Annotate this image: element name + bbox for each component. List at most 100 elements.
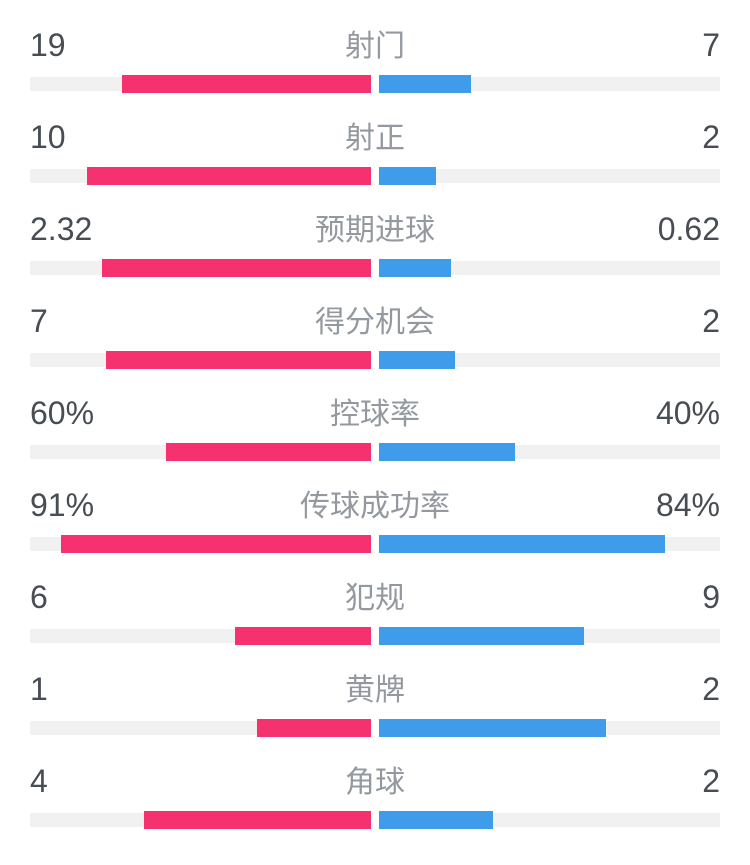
away-value: 84%	[655, 487, 720, 523]
home-value: 6	[30, 579, 48, 615]
away-bar-fill	[379, 351, 455, 369]
home-bar-fill	[105, 351, 371, 369]
home-value: 91%	[30, 487, 95, 523]
center-gap	[371, 261, 379, 275]
home-bar-track	[30, 811, 371, 829]
away-bar-fill	[379, 719, 607, 737]
center-gap	[371, 537, 379, 551]
stat-bar-track	[30, 167, 720, 185]
stat-bar-track	[30, 351, 720, 369]
stat-label: 黄牌	[345, 674, 405, 707]
stat-bar-track	[30, 535, 720, 553]
home-bar-track	[30, 443, 371, 461]
center-gap	[371, 169, 379, 183]
stat-row: 60% 控球率 40%	[30, 380, 720, 472]
home-value: 10	[30, 119, 66, 155]
center-gap	[371, 629, 379, 643]
away-value: 2	[702, 671, 720, 707]
away-bar-track	[379, 811, 720, 829]
away-value: 2	[702, 763, 720, 799]
away-bar-fill	[379, 627, 584, 645]
away-value: 2	[702, 303, 720, 339]
home-bar-track	[30, 719, 371, 737]
stat-label: 传球成功率	[300, 490, 450, 523]
stat-row-labels: 1 黄牌 2	[30, 656, 720, 708]
away-value: 7	[702, 27, 720, 63]
stat-row: 19 射门 7	[30, 12, 720, 104]
away-bar-track	[379, 167, 720, 185]
away-value: 2	[702, 119, 720, 155]
away-bar-track	[379, 719, 720, 737]
stat-row-labels: 2.32 预期进球 0.62	[30, 196, 720, 248]
stat-row-labels: 6 犯规 9	[30, 564, 720, 616]
home-bar-track	[30, 627, 371, 645]
match-stats-panel: 19 射门 7 10 射正 2	[30, 12, 720, 840]
home-bar-fill	[234, 627, 371, 645]
center-gap	[371, 77, 379, 91]
away-bar-fill	[379, 535, 666, 553]
away-bar-fill	[379, 75, 471, 93]
home-bar-fill	[86, 167, 371, 185]
home-value: 60%	[30, 395, 95, 431]
stat-row: 2.32 预期进球 0.62	[30, 196, 720, 288]
center-gap	[371, 813, 379, 827]
home-bar-track	[30, 167, 371, 185]
center-gap	[371, 445, 379, 459]
away-bar-fill	[379, 259, 451, 277]
stat-row-labels: 19 射门 7	[30, 12, 720, 64]
away-value: 9	[702, 579, 720, 615]
stat-row-labels: 91% 传球成功率 84%	[30, 472, 720, 524]
stat-label: 得分机会	[315, 306, 435, 339]
home-bar-track	[30, 259, 371, 277]
home-value: 2.32	[30, 211, 93, 247]
stat-row-labels: 10 射正 2	[30, 104, 720, 156]
home-bar-fill	[257, 719, 371, 737]
home-value: 19	[30, 27, 66, 63]
home-bar-track	[30, 351, 371, 369]
stat-row: 6 犯规 9	[30, 564, 720, 656]
home-bar-fill	[166, 443, 371, 461]
stat-label: 射门	[345, 30, 405, 63]
stat-bar-track	[30, 75, 720, 93]
stat-row: 10 射正 2	[30, 104, 720, 196]
stat-row: 7 得分机会 2	[30, 288, 720, 380]
home-bar-fill	[121, 75, 371, 93]
center-gap	[371, 721, 379, 735]
home-bar-fill	[101, 259, 371, 277]
home-value: 7	[30, 303, 48, 339]
away-bar-track	[379, 351, 720, 369]
away-bar-fill	[379, 811, 493, 829]
stat-bar-track	[30, 719, 720, 737]
away-bar-track	[379, 627, 720, 645]
stat-bar-track	[30, 443, 720, 461]
away-bar-fill	[379, 167, 436, 185]
away-bar-track	[379, 259, 720, 277]
stat-row: 1 黄牌 2	[30, 656, 720, 748]
home-bar-track	[30, 535, 371, 553]
away-value: 0.62	[657, 211, 720, 247]
away-bar-fill	[379, 443, 516, 461]
stat-bar-track	[30, 259, 720, 277]
stat-label: 犯规	[345, 582, 405, 615]
stat-row: 91% 传球成功率 84%	[30, 472, 720, 564]
stat-row-labels: 60% 控球率 40%	[30, 380, 720, 432]
center-gap	[371, 353, 379, 367]
stat-label: 预期进球	[315, 214, 435, 247]
stat-bar-track	[30, 627, 720, 645]
away-bar-track	[379, 75, 720, 93]
stat-label: 角球	[345, 766, 405, 799]
home-bar-track	[30, 75, 371, 93]
away-value: 40%	[655, 395, 720, 431]
stat-label: 控球率	[330, 398, 420, 431]
home-bar-fill	[143, 811, 371, 829]
home-value: 1	[30, 671, 48, 707]
stat-row: 4 角球 2	[30, 748, 720, 840]
away-bar-track	[379, 443, 720, 461]
home-value: 4	[30, 763, 48, 799]
stat-label: 射正	[345, 122, 405, 155]
away-bar-track	[379, 535, 720, 553]
home-bar-fill	[60, 535, 371, 553]
stat-row-labels: 4 角球 2	[30, 748, 720, 800]
stat-row-labels: 7 得分机会 2	[30, 288, 720, 340]
stat-bar-track	[30, 811, 720, 829]
